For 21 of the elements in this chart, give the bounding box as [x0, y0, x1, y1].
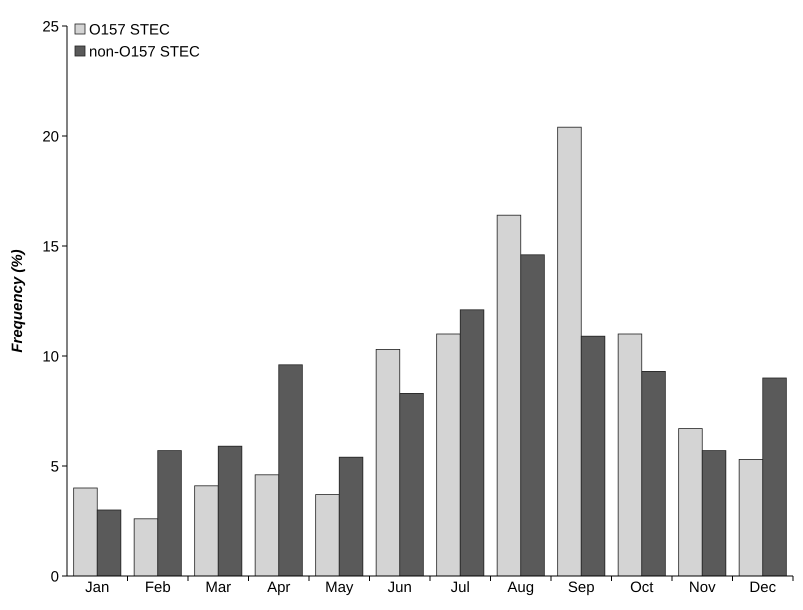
x-tick-label: Jul: [450, 579, 470, 596]
x-tick-label: Mar: [205, 579, 232, 596]
y-axis-title: Frequency (%): [9, 249, 26, 353]
legend-label: O157 STEC: [89, 21, 170, 38]
x-tick-label: Jun: [388, 579, 412, 596]
x-tick-label: May: [325, 579, 354, 596]
y-tick-label: 5: [50, 458, 59, 476]
y-tick-label: 15: [42, 238, 59, 256]
y-tick-label: 10: [42, 348, 59, 366]
x-tick-label: Aug: [507, 579, 534, 596]
x-tick-label: Dec: [749, 579, 777, 596]
x-tick-label: Jan: [85, 579, 110, 596]
y-tick-label: 20: [42, 128, 59, 146]
x-tick-label: Apr: [267, 579, 290, 596]
y-tick-label: 0: [50, 568, 59, 586]
x-tick-label: Oct: [630, 579, 654, 596]
x-tick-label: Sep: [568, 579, 595, 596]
x-tick-label: Nov: [688, 579, 716, 596]
legend-label: non-O157 STEC: [89, 43, 200, 60]
x-tick-label: Feb: [144, 579, 171, 596]
y-tick-label: 25: [42, 18, 59, 36]
